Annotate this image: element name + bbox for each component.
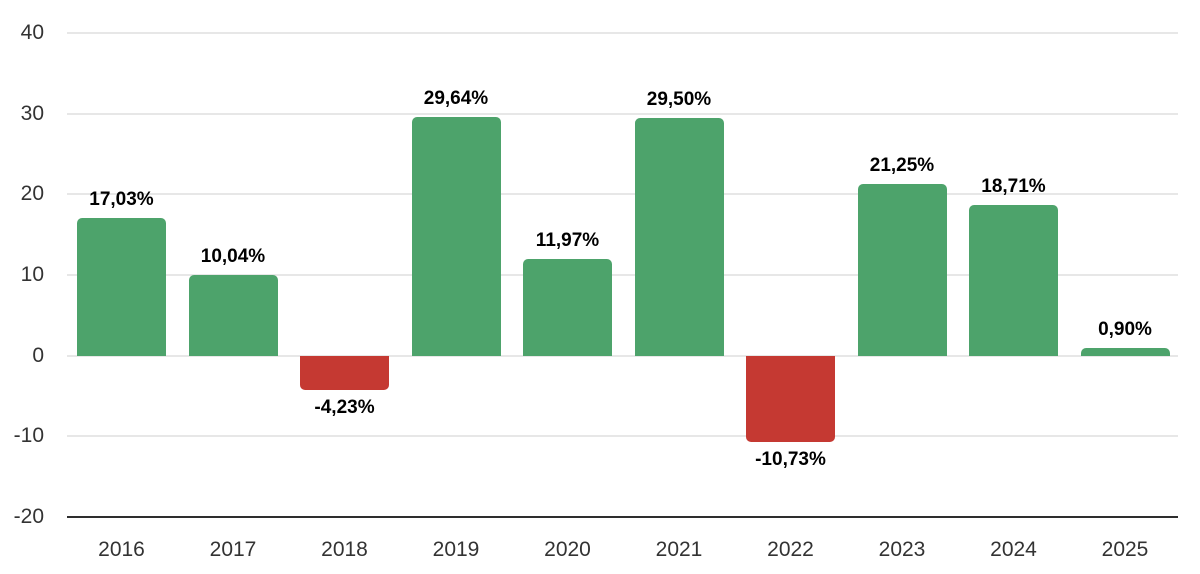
bar-value-label: 11,97% (535, 230, 600, 252)
x-axis-tick-label: 2019 (432, 538, 480, 561)
gridline-20 (67, 193, 1178, 196)
y-axis-tick-label: 0 (32, 343, 44, 367)
x-axis-tick-label: 2020 (544, 538, 591, 561)
x-axis-tick-label: 2023 (878, 538, 926, 561)
gridline-40 (67, 32, 1178, 34)
x-axis-tick-label: 2022 (767, 538, 814, 561)
gridline-30 (67, 112, 1178, 115)
x-axis-tick-label: 2016 (98, 538, 145, 561)
bar-2022[interactable] (746, 355, 835, 443)
bar-2016[interactable] (77, 218, 166, 356)
x-axis-line (67, 516, 1178, 518)
bar-value-label: 29,64% (423, 87, 489, 109)
x-axis-tick-label: 2021 (655, 538, 703, 561)
gridline-0 (67, 354, 1178, 357)
bar-2020[interactable] (523, 259, 612, 356)
x-axis-tick-label: 2025 (1101, 538, 1149, 561)
bar-value-label: -10,73% (755, 449, 826, 471)
bar-value-label: 10,04% (200, 245, 266, 267)
bar-2019[interactable] (411, 116, 501, 356)
gridline--10 (67, 435, 1178, 438)
bar-2025[interactable] (1080, 348, 1170, 356)
bar-2018[interactable] (300, 355, 389, 390)
x-axis-tick-label: 2017 (209, 538, 257, 561)
x-axis-tick-label: 2018 (321, 538, 368, 561)
bar-value-label: -4,23% (314, 396, 375, 418)
bar-value-label: 29,50% (646, 88, 712, 110)
bar-value-label: 17,03% (89, 189, 154, 211)
bar-value-label: 21,25% (869, 155, 935, 177)
bar-2021[interactable] (634, 117, 724, 356)
bar-2017[interactable] (188, 274, 278, 356)
y-axis-tick-label: 30 (20, 101, 44, 125)
y-axis-tick-label: 20 (20, 182, 44, 206)
bar-2023[interactable] (857, 184, 947, 356)
y-axis-tick-label: -20 (13, 505, 44, 528)
gridline-10 (67, 274, 1178, 276)
y-axis-tick-label: 10 (20, 263, 44, 286)
y-axis-tick-label: -10 (13, 424, 44, 448)
bar-value-label: 0,90% (1098, 319, 1152, 341)
y-axis-tick-label: 40 (20, 21, 44, 44)
x-axis-tick-label: 2024 (990, 538, 1037, 561)
bar-value-label: 18,71% (981, 175, 1046, 197)
bar-2024[interactable] (969, 204, 1058, 356)
